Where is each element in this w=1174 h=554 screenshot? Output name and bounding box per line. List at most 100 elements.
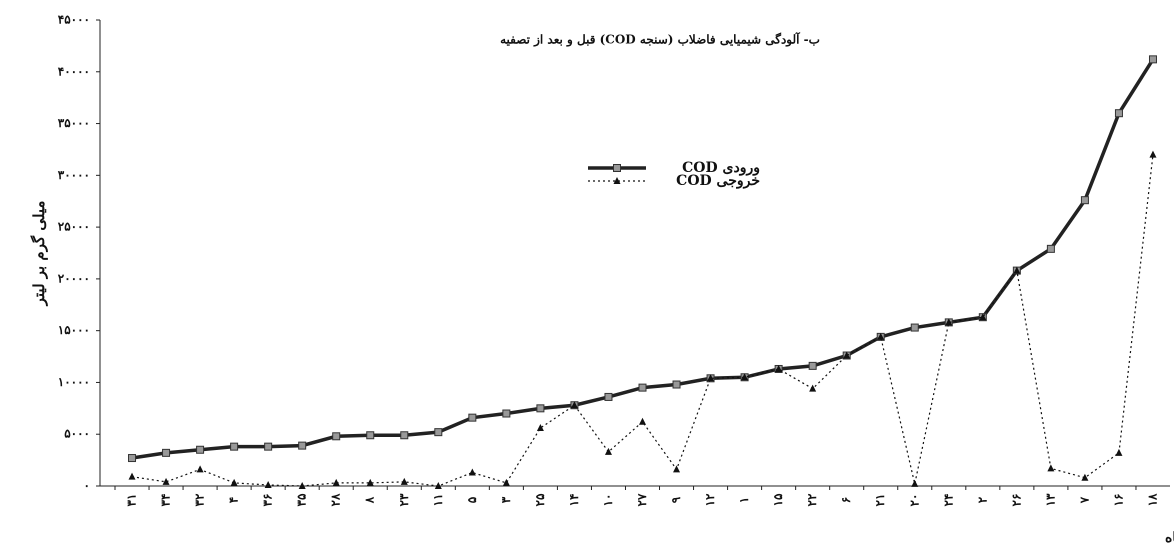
marker xyxy=(434,482,442,489)
x-tick-label: ۱۲ xyxy=(703,493,717,506)
marker xyxy=(945,318,953,326)
marker xyxy=(196,445,205,454)
marker xyxy=(162,448,171,457)
x-tick-label: ۱۵ xyxy=(771,493,785,506)
x-tick-label: ۴ xyxy=(227,497,241,503)
x-tick-label: ۲۴ xyxy=(941,494,955,507)
marker xyxy=(1081,473,1089,481)
legend-marker xyxy=(613,177,621,184)
chart-title: ب- آلودگی شیمیایی فاضلاب (سنجه COD) قبل … xyxy=(500,31,820,48)
x-tick-label: ۲۳ xyxy=(397,493,411,506)
x-tick-label: ۱۱ xyxy=(431,494,445,507)
x-axis-label: کد کشتارگاه xyxy=(1165,529,1174,546)
legend-marker xyxy=(613,164,621,172)
marker xyxy=(639,417,646,425)
x-tick-label: ۲۵ xyxy=(533,493,547,506)
y-tick-label: ۳۵۰۰۰ xyxy=(58,116,90,130)
x-tick-label: ۱ xyxy=(737,497,751,503)
marker xyxy=(843,351,851,359)
y-tick-label: ۱۵۰۰۰ xyxy=(58,323,90,337)
x-tick-label: ۲۲ xyxy=(805,493,819,506)
marker xyxy=(775,364,783,372)
marker xyxy=(707,374,715,382)
marker xyxy=(1114,109,1123,118)
x-tick-label: ۱۸ xyxy=(1145,493,1159,506)
marker xyxy=(230,442,239,451)
marker xyxy=(128,472,136,480)
series-line xyxy=(131,154,1154,487)
x-tick-label: ۶ xyxy=(839,497,853,503)
y-tick-label: ۰ xyxy=(84,479,90,493)
marker xyxy=(468,413,477,422)
y-tick-label: ۴۰۰۰۰ xyxy=(58,64,90,78)
marker xyxy=(638,383,647,392)
marker xyxy=(741,373,749,381)
marker xyxy=(1148,55,1157,64)
marker xyxy=(468,468,476,476)
x-tick-label: ۱۴ xyxy=(567,494,581,507)
marker xyxy=(366,478,374,486)
marker xyxy=(400,431,409,440)
x-tick-label: ۱۶ xyxy=(1111,494,1125,507)
marker xyxy=(979,313,987,321)
x-tick-label: ۳ xyxy=(499,496,513,503)
marker xyxy=(1013,266,1021,274)
marker xyxy=(502,478,510,486)
marker xyxy=(1047,464,1055,472)
marker xyxy=(264,480,272,488)
y-tick-label: ۱۰۰۰۰ xyxy=(58,375,90,389)
marker xyxy=(1115,448,1123,456)
x-tick-label: ۱۳ xyxy=(1043,493,1057,506)
marker xyxy=(298,441,307,450)
marker xyxy=(604,447,612,455)
y-tick-label: ۵۰۰۰ xyxy=(64,427,90,441)
x-tick-label: ۲۷ xyxy=(635,493,649,506)
marker xyxy=(230,478,238,486)
marker xyxy=(1149,150,1157,158)
x-tick-label: ۲۰ xyxy=(907,494,921,507)
x-tick-label: ۲۸ xyxy=(329,493,343,506)
y-axis-label: میلی گرم بر لیتر xyxy=(30,201,48,307)
y-tick-label: ۲۰۰۰۰ xyxy=(58,271,90,285)
marker xyxy=(1080,196,1089,205)
marker xyxy=(809,384,817,392)
marker xyxy=(400,477,408,485)
x-tick-label: ۳۱ xyxy=(125,494,139,507)
marker xyxy=(808,361,817,370)
x-tick-label: ۳۵ xyxy=(295,493,309,506)
x-tick-label: ۸ xyxy=(363,496,377,504)
x-tick-label: ۳۶ xyxy=(261,494,275,507)
marker xyxy=(672,380,681,389)
marker xyxy=(128,454,137,463)
marker xyxy=(536,424,544,432)
x-tick-label: ۲ xyxy=(975,496,989,503)
marker xyxy=(536,404,545,413)
x-tick-label: ۵ xyxy=(465,496,479,503)
marker xyxy=(1046,244,1055,253)
x-tick-label: ۷ xyxy=(1077,496,1091,504)
marker xyxy=(434,428,443,437)
marker xyxy=(604,392,613,401)
marker xyxy=(264,442,273,451)
x-tick-label: ۲۶ xyxy=(1009,494,1023,507)
marker xyxy=(332,432,341,441)
series-line xyxy=(131,58,1155,460)
marker xyxy=(196,465,204,473)
x-tick-label: ۹ xyxy=(669,496,683,503)
marker xyxy=(911,479,919,487)
marker xyxy=(673,465,681,473)
marker xyxy=(332,478,340,486)
marker xyxy=(910,323,919,332)
legend-label: خروجی COD xyxy=(676,173,760,189)
x-tick-label: ۲۱ xyxy=(873,494,887,507)
x-tick-label: ۳۴ xyxy=(159,494,173,507)
marker xyxy=(366,431,375,440)
marker xyxy=(570,401,578,409)
marker xyxy=(877,332,885,340)
marker xyxy=(502,409,511,418)
y-tick-label: ۲۵۰۰۰ xyxy=(58,220,90,234)
marker xyxy=(298,482,306,489)
x-tick-label: ۳۲ xyxy=(193,493,207,506)
x-tick-label: ۱۰ xyxy=(601,494,615,507)
